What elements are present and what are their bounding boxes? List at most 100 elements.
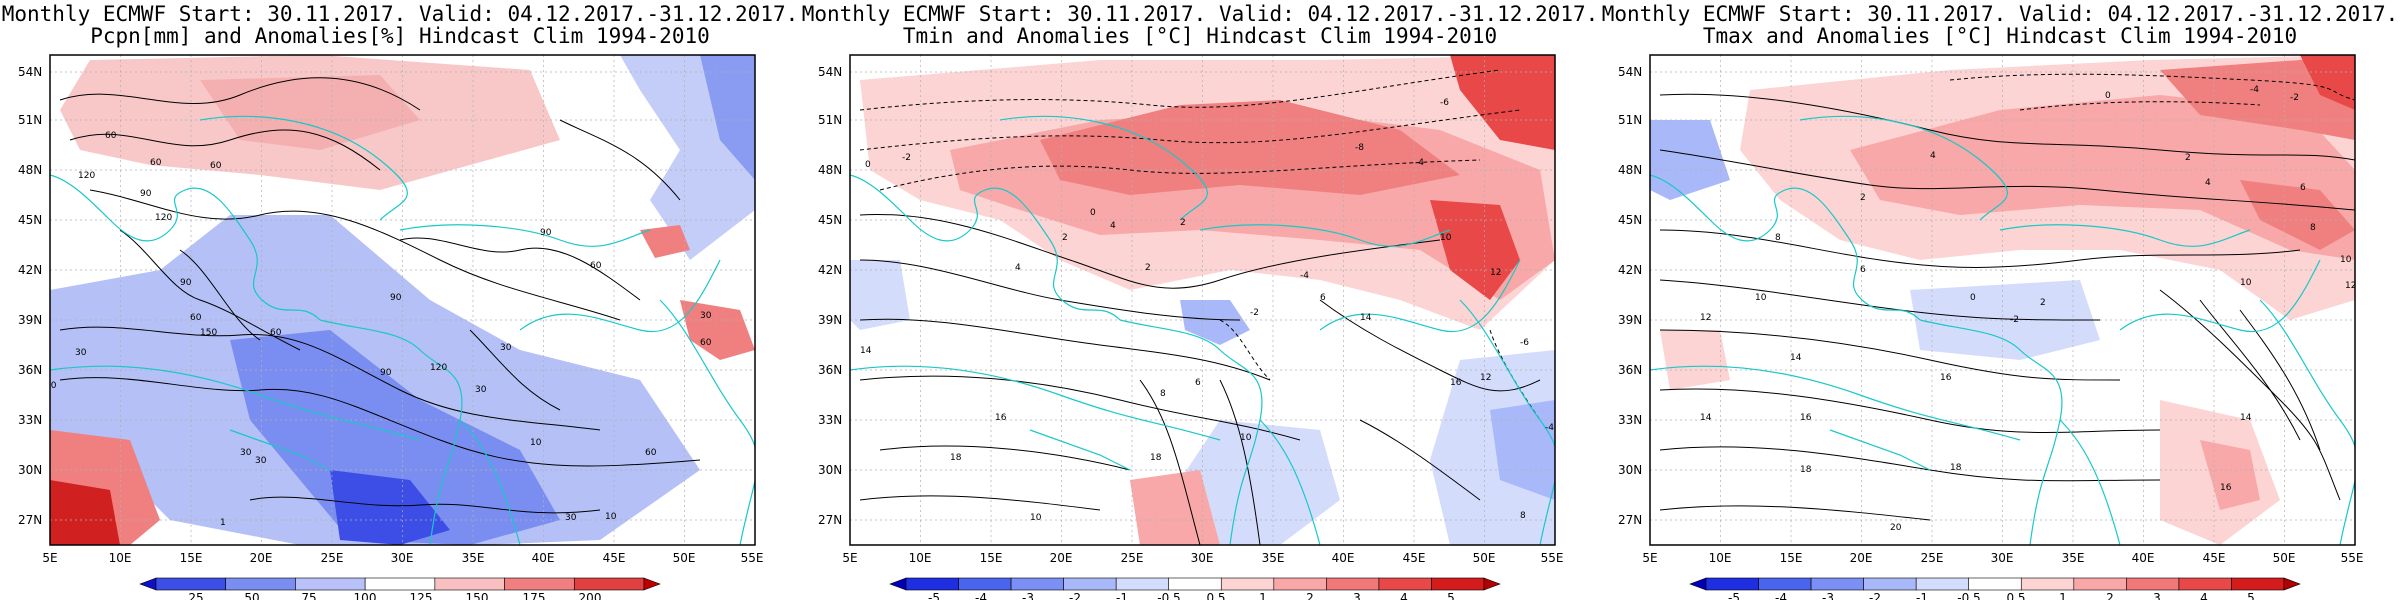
lat-label: 42N xyxy=(1618,263,1642,277)
contour-label: -4 xyxy=(1545,423,1554,433)
colorbar-bin xyxy=(504,577,575,591)
colorbar-bin xyxy=(889,577,907,591)
contour-label: 6 xyxy=(1320,293,1326,303)
lon-label: 5E xyxy=(842,551,857,565)
anomaly-area-very-dry xyxy=(330,470,450,545)
contour-label: 16 xyxy=(2220,483,2232,493)
contour-label: 30 xyxy=(500,343,512,353)
colorbar-bins xyxy=(139,577,661,591)
tmin-map: -6 -8 -4 -2 0 2 4 6 8 10 12 14 16 18 10 … xyxy=(818,54,1563,565)
colorbar-tick: 4 xyxy=(1400,591,1408,600)
colorbar-tick: 125 xyxy=(410,591,433,600)
lon-label: 45E xyxy=(603,551,626,565)
lat-label: 45N xyxy=(818,213,842,227)
contour-label: 30 xyxy=(240,448,252,458)
contour-label: 10 xyxy=(530,438,542,448)
colorbar-bin xyxy=(1273,577,1327,591)
colorbar-bin xyxy=(1968,577,2022,591)
lat-label: 45N xyxy=(1618,213,1642,227)
colorbar-bin xyxy=(2020,577,2075,591)
lon-label: 30E xyxy=(1191,551,1214,565)
lon-label: 55E xyxy=(741,551,764,565)
lat-label: 54N xyxy=(1618,65,1642,79)
lon-label: 35E xyxy=(462,551,485,565)
anomaly-area-cold-west xyxy=(1650,120,1730,200)
contour-label: 0 xyxy=(2105,91,2111,101)
contour-label: -4 xyxy=(1415,158,1424,168)
lon-label: 45E xyxy=(2203,551,2226,565)
contour-label: 16 xyxy=(1800,413,1812,423)
colorbar-tick: 3 xyxy=(1353,591,1361,600)
contour-label: 90 xyxy=(380,368,392,378)
lat-label: 51N xyxy=(818,113,842,127)
panel-title-line2: Tmin and Anomalies [°C] Hindcast Clim 19… xyxy=(902,24,1498,48)
contour-label: -4 xyxy=(1300,271,1309,281)
lon-label: 15E xyxy=(180,551,203,565)
lat-label: 33N xyxy=(1618,413,1642,427)
contour-label: 12 xyxy=(1490,268,1501,278)
lat-label: 33N xyxy=(18,413,42,427)
anomaly-area-warm-ne xyxy=(1450,55,1555,150)
lon-label: 10E xyxy=(1709,551,1732,565)
contour-label: 10 xyxy=(1030,513,1042,523)
lat-label: 30N xyxy=(1618,463,1642,477)
colorbar-tick: 3 xyxy=(2153,591,2161,600)
lon-label: 25E xyxy=(1121,551,1144,565)
lat-label: 36N xyxy=(818,363,842,377)
anomaly-area-warm-red-sea xyxy=(1130,470,1220,545)
colorbar-bin xyxy=(2073,577,2127,591)
contour-label: 14 xyxy=(1790,353,1802,363)
lat-label: 30N xyxy=(818,463,842,477)
lon-label: 5E xyxy=(42,551,57,565)
contour-lines xyxy=(59,77,701,514)
lon-label: 25E xyxy=(1921,551,1944,565)
anomaly-area-warm-sw xyxy=(1660,330,1730,390)
colorbar-tick: 0.5 xyxy=(1206,591,1225,600)
contour-label: 14 xyxy=(860,346,872,356)
contour-label: 90 xyxy=(540,228,552,238)
panel-precipitation: Monthly ECMWF Start: 30.11.2017. Valid: … xyxy=(0,0,800,600)
anomaly-area-warm-south-core xyxy=(2200,440,2260,510)
contour-label: 12 xyxy=(1700,313,1711,323)
lon-label: 35E xyxy=(1262,551,1285,565)
colorbar-tick: -0.5 xyxy=(1957,591,1980,600)
contour-label: 90 xyxy=(390,293,402,303)
contour-label: 14 xyxy=(1700,413,1712,423)
lon-label: 25E xyxy=(321,551,344,565)
colorbar-bins xyxy=(889,577,1501,591)
colorbar: 25 50 75 100 125 150 175 200 xyxy=(139,577,661,600)
lon-label: 55E xyxy=(2341,551,2364,565)
lon-label: 15E xyxy=(1780,551,1803,565)
contour-label: 10 xyxy=(605,512,617,522)
lat-label: 51N xyxy=(1618,113,1642,127)
lon-label: 40E xyxy=(2132,551,2155,565)
contour-label: 60 xyxy=(700,338,712,348)
contour-label: 60 xyxy=(590,261,602,271)
colorbar-tick: -1 xyxy=(1116,591,1128,600)
tmax-map: -4 -2 0 2 4 6 8 10 12 14 16 18 20 4 2 6 … xyxy=(1618,54,2364,565)
latitude-axis: 54N 51N 48N 45N 42N 39N 36N 33N 30N 27N xyxy=(1618,65,1642,527)
contour-label: 60 xyxy=(105,131,117,141)
lat-label: 39N xyxy=(1618,313,1642,327)
anomaly-area-warm-east xyxy=(2240,180,2355,250)
contour-label: 4 xyxy=(2205,178,2211,188)
lon-label: 40E xyxy=(1332,551,1355,565)
lat-label: 48N xyxy=(18,163,42,177)
colorbar-bin xyxy=(1863,577,1917,591)
lat-label: 39N xyxy=(18,313,42,327)
colorbar-tick: -4 xyxy=(1775,591,1787,600)
lat-label: 27N xyxy=(818,513,842,527)
colorbar-bin xyxy=(1220,577,1275,591)
lon-label: 50E xyxy=(2273,551,2296,565)
contour-label: 4 xyxy=(1930,151,1936,161)
colorbar-tick-labels: 25 50 75 100 125 150 175 200 xyxy=(188,591,601,600)
colorbar-bin xyxy=(643,577,661,591)
anomaly-area-cold-se-core xyxy=(1490,400,1555,500)
contour-label: 4 xyxy=(1015,263,1021,273)
colorbar-tick: 200 xyxy=(579,591,602,600)
colorbar-bin xyxy=(2283,577,2301,591)
colorbar-bin xyxy=(1378,577,1432,591)
anomaly-area-wet-east-spot xyxy=(640,225,690,258)
colorbar-bin xyxy=(1915,577,1970,591)
lon-label: 30E xyxy=(1991,551,2014,565)
